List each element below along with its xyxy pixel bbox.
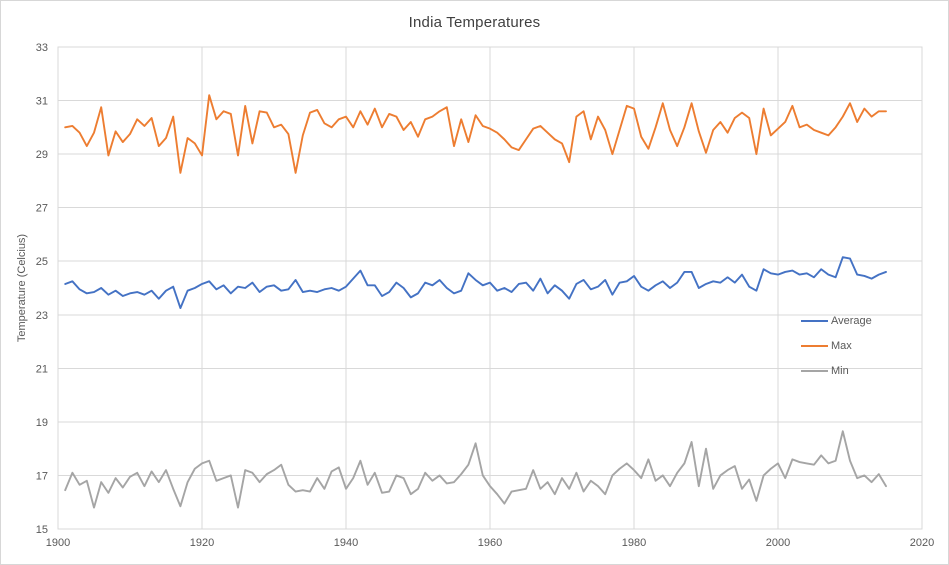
legend: Average Max Min <box>801 308 872 383</box>
x-tick-label: 1960 <box>478 537 502 549</box>
plot-border <box>57 46 923 530</box>
max-line-swatch <box>801 344 828 347</box>
min-line-swatch <box>801 369 828 372</box>
x-tick-label: 1920 <box>190 537 214 549</box>
legend-label-min: Min <box>831 364 849 377</box>
x-tick-label: 2000 <box>766 537 790 549</box>
average-line-swatch <box>801 319 828 322</box>
y-tick-label: 15 <box>36 524 48 536</box>
legend-item-max: Max <box>801 333 872 358</box>
x-tick-label: 1940 <box>334 537 358 549</box>
x-tick-label: 1980 <box>622 537 646 549</box>
legend-label-max: Max <box>831 339 852 352</box>
y-tick-label: 33 <box>36 42 48 54</box>
y-tick-label: 27 <box>36 203 48 215</box>
y-tick-label: 23 <box>36 310 48 322</box>
y-tick-label: 17 <box>36 470 48 482</box>
x-tick-label: 1900 <box>46 537 70 549</box>
y-tick-label: 19 <box>36 417 48 429</box>
y-tick-label: 31 <box>36 96 48 108</box>
series-line-max <box>64 94 887 174</box>
x-tick-label: 2020 <box>910 537 934 549</box>
y-tick-label: 25 <box>36 256 48 268</box>
legend-item-min: Min <box>801 358 872 383</box>
legend-item-average: Average <box>801 308 872 333</box>
series-line-min <box>64 430 887 509</box>
series-line-average <box>64 256 887 310</box>
legend-label-average: Average <box>831 314 872 327</box>
chart-title: India Temperatures <box>408 14 541 31</box>
y-tick-label: 21 <box>36 363 48 375</box>
y-tick-label: 29 <box>36 149 48 161</box>
